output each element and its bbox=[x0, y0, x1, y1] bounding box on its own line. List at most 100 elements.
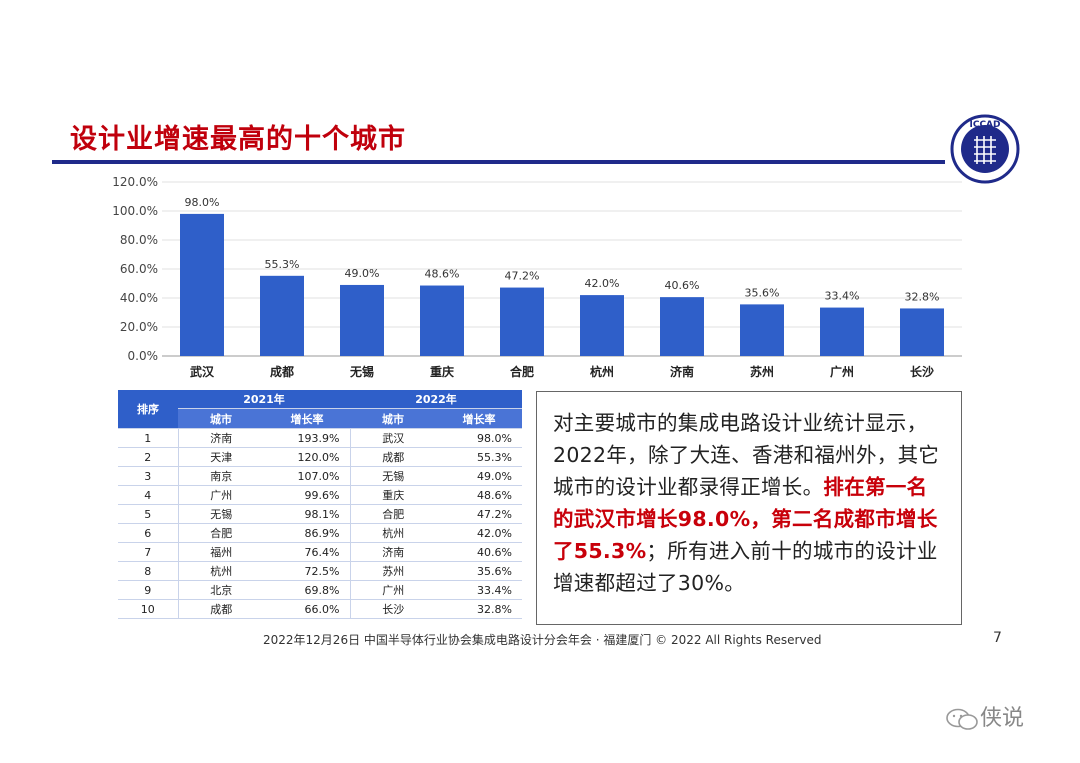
y-tick-label: 60.0% bbox=[120, 262, 158, 276]
x-category-label: 重庆 bbox=[430, 364, 454, 379]
y-tick-label: 40.0% bbox=[120, 291, 158, 305]
rank-cell: 2 bbox=[118, 447, 178, 467]
year-header-2022: 2022年 bbox=[350, 390, 522, 409]
city-2021-cell: 成都 bbox=[177, 599, 264, 619]
city-2022-cell: 苏州 bbox=[349, 561, 436, 581]
bar bbox=[820, 307, 864, 356]
bar-value-label: 98.0% bbox=[185, 196, 220, 209]
ranking-table: 排序 2021年 2022年 城市 增长率 城市 增长率 1 济南 193.9% 武汉… bbox=[118, 390, 522, 619]
title-underline bbox=[52, 160, 945, 164]
bar-value-label: 48.6% bbox=[425, 268, 460, 281]
city-2022-cell: 无锡 bbox=[349, 466, 436, 486]
bar bbox=[660, 297, 704, 356]
table-row: 4 广州 99.6% 重庆 48.6% bbox=[118, 485, 522, 505]
growth-2021-cell: 86.9% bbox=[264, 523, 350, 543]
rank-cell: 9 bbox=[118, 580, 178, 600]
growth-2021-cell: 72.5% bbox=[264, 561, 350, 581]
y-tick-label: 80.0% bbox=[120, 233, 158, 247]
table-row: 1 济南 193.9% 武汉 98.0% bbox=[118, 428, 522, 448]
bar-value-label: 32.8% bbox=[905, 290, 940, 303]
table-row: 3 南京 107.0% 无锡 49.0% bbox=[118, 466, 522, 486]
bar-chart: 0.0% 20.0% 40.0% 60.0% 80.0% 100.0% 120.0% 98.0… bbox=[112, 175, 962, 379]
city-2022-cell: 成都 bbox=[349, 447, 436, 467]
page-number: 7 bbox=[993, 630, 1002, 646]
growth-2021-cell: 99.6% bbox=[264, 485, 350, 505]
growth-2021-cell: 107.0% bbox=[264, 466, 350, 486]
table-body: 1 济南 193.9% 武汉 98.0% 2 天津 120.0% 成都 55.3% 3 南京 107.0… bbox=[118, 428, 522, 619]
bar bbox=[900, 308, 944, 356]
growth-2022-cell: 48.6% bbox=[436, 485, 522, 505]
growth-2022-cell: 42.0% bbox=[436, 523, 522, 543]
x-category-label: 武汉 bbox=[190, 364, 215, 379]
rank-cell: 4 bbox=[118, 485, 178, 505]
col-header-city: 城市 bbox=[350, 408, 436, 429]
x-category-label: 杭州 bbox=[590, 364, 614, 379]
city-2022-cell: 合肥 bbox=[349, 504, 436, 524]
summary-text: 对主要城市的集成电路设计业统计显示，2022年，除了大连、香港和福州外，其它城市… bbox=[553, 411, 940, 499]
city-2022-cell: 广州 bbox=[349, 580, 436, 600]
table-row: 2 天津 120.0% 成都 55.3% bbox=[118, 447, 522, 467]
summary-highlight: 排在第一名的武汉市增长98.0%，第二名成都市增长了55.3% bbox=[553, 475, 938, 563]
col-header-growth: 增长率 bbox=[264, 408, 350, 429]
bar-value-label: 35.6% bbox=[745, 286, 780, 299]
rank-cell: 3 bbox=[118, 466, 178, 486]
city-2022-cell: 长沙 bbox=[349, 599, 436, 619]
bar bbox=[340, 284, 384, 356]
rank-cell: 1 bbox=[118, 428, 178, 448]
bar bbox=[420, 285, 464, 356]
rank-header: 排序 bbox=[118, 390, 178, 429]
rank-cell: 10 bbox=[118, 599, 178, 619]
growth-2022-cell: 32.8% bbox=[436, 599, 522, 619]
growth-2022-cell: 40.6% bbox=[436, 542, 522, 562]
bar bbox=[500, 287, 544, 356]
city-2022-cell: 重庆 bbox=[349, 485, 436, 505]
x-category-label: 合肥 bbox=[510, 364, 534, 379]
growth-2021-cell: 120.0% bbox=[264, 447, 350, 467]
city-2021-cell: 济南 bbox=[177, 428, 264, 448]
rank-cell: 6 bbox=[118, 523, 178, 543]
x-category-label: 成都 bbox=[270, 364, 294, 379]
x-category-label: 济南 bbox=[670, 364, 694, 379]
growth-2021-cell: 193.9% bbox=[264, 428, 350, 448]
table-row: 8 杭州 72.5% 苏州 35.6% bbox=[118, 561, 522, 581]
table-row: 7 福州 76.4% 济南 40.6% bbox=[118, 542, 522, 562]
year-header-2021: 2021年 bbox=[178, 390, 350, 409]
bar-value-label: 42.0% bbox=[585, 277, 620, 290]
table-row: 10 成都 66.0% 长沙 32.8% bbox=[118, 599, 522, 619]
y-tick-label: 0.0% bbox=[128, 349, 159, 363]
city-2021-cell: 北京 bbox=[177, 580, 264, 600]
x-category-label: 无锡 bbox=[349, 364, 374, 379]
bar-value-label: 55.3% bbox=[265, 258, 300, 271]
bar-value-label: 47.2% bbox=[505, 270, 540, 283]
watermark: 侠说 bbox=[944, 700, 1024, 732]
bar bbox=[740, 304, 784, 356]
watermark-text: 侠说 bbox=[980, 706, 1025, 731]
growth-2021-cell: 76.4% bbox=[264, 542, 350, 562]
col-header-growth: 增长率 bbox=[436, 408, 522, 429]
city-2021-cell: 广州 bbox=[177, 485, 264, 505]
bar-value-label: 49.0% bbox=[345, 267, 380, 280]
x-category-label: 苏州 bbox=[750, 364, 774, 379]
table-row: 9 北京 69.8% 广州 33.4% bbox=[118, 580, 522, 600]
growth-2022-cell: 47.2% bbox=[436, 504, 522, 524]
city-2021-cell: 杭州 bbox=[177, 561, 264, 581]
city-2021-cell: 合肥 bbox=[177, 523, 264, 543]
growth-2022-cell: 35.6% bbox=[436, 561, 522, 581]
growth-2022-cell: 49.0% bbox=[436, 466, 522, 486]
bar bbox=[580, 295, 624, 356]
growth-2022-cell: 55.3% bbox=[436, 447, 522, 467]
rank-cell: 5 bbox=[118, 504, 178, 524]
y-tick-label: 20.0% bbox=[120, 320, 158, 334]
city-2021-cell: 无锡 bbox=[177, 504, 264, 524]
y-tick-label: 120.0% bbox=[112, 175, 158, 189]
bar bbox=[180, 213, 224, 356]
slide-footer: 2022年12月26日 中国半导体行业协会集成电路设计分会年会 · 福建厦门 ©… bbox=[263, 633, 822, 647]
x-category-label: 长沙 bbox=[910, 364, 934, 379]
table-row: 5 无锡 98.1% 合肥 47.2% bbox=[118, 504, 522, 524]
rank-cell: 8 bbox=[118, 561, 178, 581]
city-2021-cell: 天津 bbox=[177, 447, 264, 467]
growth-2021-cell: 69.8% bbox=[264, 580, 350, 600]
bar-value-label: 33.4% bbox=[825, 290, 860, 303]
col-header-city: 城市 bbox=[178, 408, 264, 429]
logo-text: ICCAD bbox=[970, 120, 1001, 130]
